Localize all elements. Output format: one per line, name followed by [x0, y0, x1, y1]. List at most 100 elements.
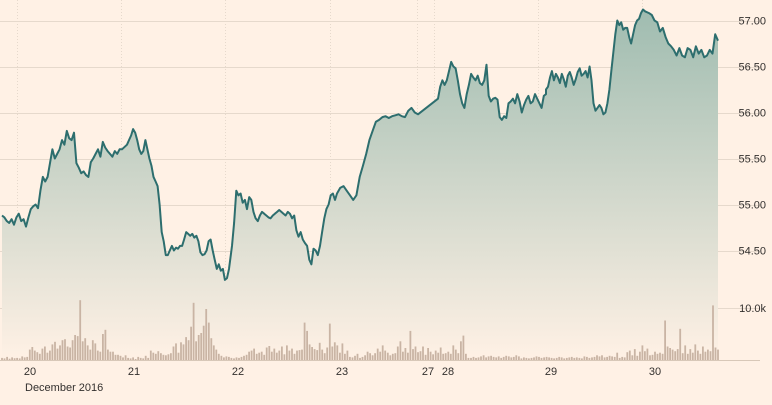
volume-bar	[318, 342, 321, 360]
volume-bar	[281, 346, 283, 360]
volume-bar	[550, 357, 553, 360]
volume-bar	[518, 356, 520, 360]
volume-bar	[714, 347, 717, 360]
volume-bar	[23, 357, 26, 360]
volume-bar	[255, 353, 258, 360]
volume-bar	[545, 356, 548, 360]
date-axis: December 2016 20 21 22 23 27 28 29 30	[24, 366, 661, 394]
volume-bar	[147, 357, 150, 360]
volume-bar	[84, 338, 87, 360]
volume-bar	[6, 356, 8, 360]
volume-bar	[573, 357, 576, 360]
volume-bar	[79, 300, 82, 360]
volume-bar	[528, 358, 530, 360]
volume-bar	[686, 353, 689, 360]
volume-bar	[623, 357, 626, 360]
volume-bar	[195, 341, 197, 360]
volume-bar	[46, 352, 49, 360]
x-tick-label: 22	[232, 366, 244, 378]
volume-bar	[351, 357, 354, 360]
volume-bar	[293, 353, 296, 360]
volume-bar	[94, 343, 97, 360]
volume-bar	[666, 346, 669, 360]
volume-bar	[142, 358, 145, 360]
volume-bar	[586, 356, 588, 360]
volume-bar	[99, 351, 102, 360]
volume-axis: 10.0k	[739, 303, 766, 315]
volume-bar	[311, 347, 313, 360]
volume-bar	[313, 349, 316, 360]
volume-bar	[74, 335, 76, 360]
volume-bar	[689, 349, 692, 360]
volume-bar	[616, 352, 619, 360]
volume-bar	[457, 353, 460, 360]
volume-bar	[424, 354, 427, 360]
volume-bar	[240, 356, 243, 360]
volume-bar	[429, 351, 432, 360]
x-axis-sublabel: December 2016	[25, 382, 103, 394]
volume-bar	[621, 356, 624, 360]
volume-bar	[553, 358, 555, 360]
volume-bar	[81, 341, 84, 360]
volume-bar	[215, 349, 218, 360]
volume-bar	[465, 353, 467, 360]
volume-bar	[475, 357, 477, 360]
volume-bar	[490, 355, 492, 360]
y-tick-label: 57.00	[738, 16, 766, 28]
volume-bar	[16, 357, 18, 360]
volume-bar	[275, 352, 278, 360]
volume-bar	[124, 355, 127, 360]
volume-bar	[583, 356, 586, 360]
volume-bar	[112, 351, 114, 360]
volume-bar	[119, 355, 122, 360]
volume-bar	[210, 338, 213, 360]
volume-bar	[144, 355, 147, 360]
volume-bar	[235, 357, 238, 360]
volume-bar	[439, 347, 442, 360]
volume-bar	[369, 353, 371, 360]
volume-bar	[530, 357, 533, 360]
volume-bar	[263, 354, 266, 360]
volume-bar	[205, 309, 208, 360]
volume-bar	[230, 357, 233, 360]
volume-bar	[253, 348, 255, 360]
volume-bar	[238, 357, 240, 360]
volume-bar	[364, 355, 366, 360]
volume-bar	[581, 358, 583, 360]
volume-bar	[18, 358, 21, 360]
volume-bar	[13, 358, 16, 360]
volume-bar	[694, 344, 697, 360]
price-line-path	[1, 8, 719, 281]
volume-bar	[681, 353, 684, 360]
volume-bar	[149, 350, 152, 360]
volume-bar	[414, 346, 417, 360]
volume-bar	[117, 354, 119, 360]
volume-bar	[152, 352, 155, 360]
volume-bar	[323, 353, 326, 360]
volume-bar	[533, 357, 535, 360]
volume-bar	[419, 351, 422, 360]
volume-bar	[510, 357, 513, 360]
volume-bar	[523, 357, 525, 360]
volume-bar	[538, 356, 540, 360]
volume-bar	[49, 350, 51, 360]
volume-bar	[296, 350, 298, 360]
volume-bar	[674, 351, 677, 360]
volume-bar	[376, 348, 379, 360]
volume-bar	[477, 357, 480, 360]
volume-bar	[122, 357, 124, 360]
volume-bar	[89, 349, 92, 360]
volume-bar	[444, 353, 447, 360]
volume-bar	[41, 348, 44, 360]
volume-bar	[139, 357, 142, 360]
volume-bar	[555, 357, 558, 360]
volume-bar	[454, 349, 457, 360]
price-area-fill	[2, 9, 718, 360]
x-tick-label: 29	[545, 366, 557, 378]
volume-bar	[452, 345, 455, 360]
volume-bar	[636, 355, 639, 360]
volume-bar	[243, 355, 245, 360]
volume-bar	[679, 328, 682, 360]
volume-bars	[0, 300, 760, 361]
